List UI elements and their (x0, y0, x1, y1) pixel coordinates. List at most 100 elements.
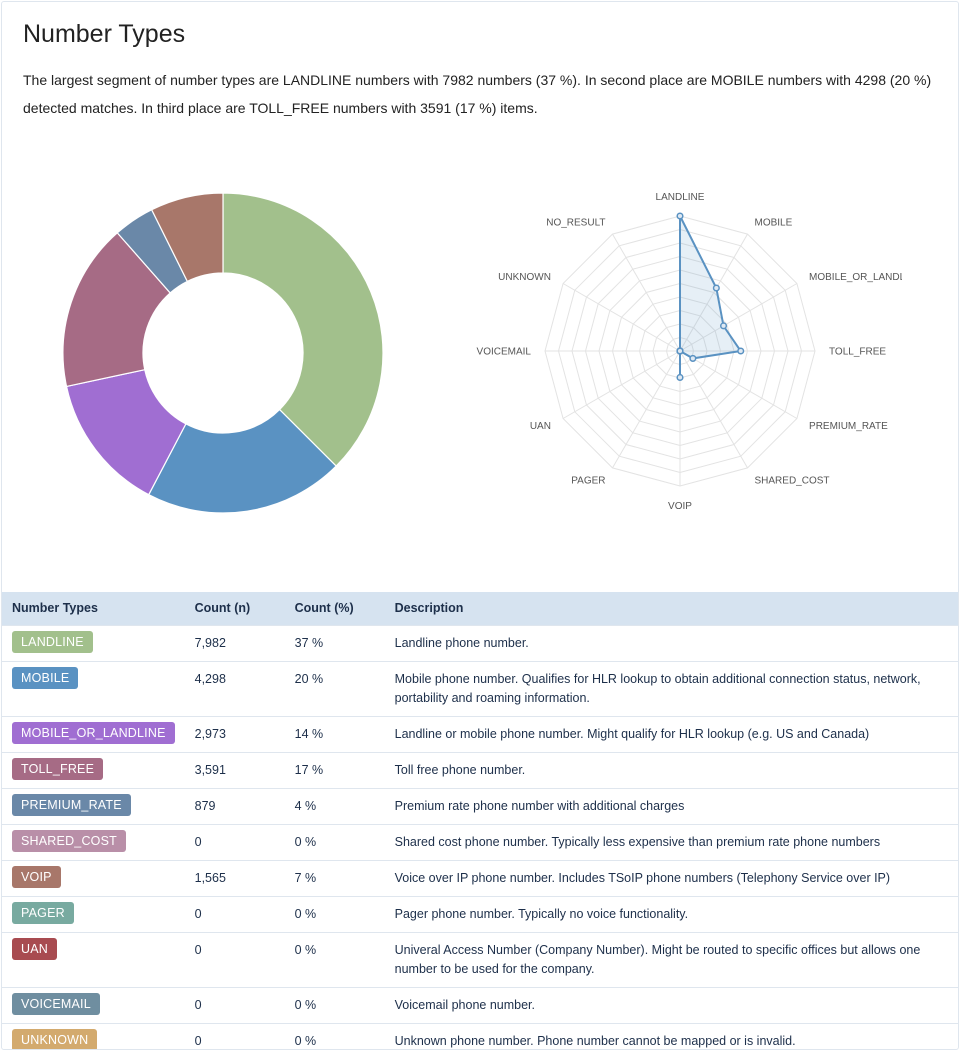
cell-count: 0 (184, 1022, 285, 1049)
cell-description: Mobile phone number. Qualifies for HLR l… (384, 660, 958, 716)
type-badge: MOBILE (12, 666, 79, 689)
table-row: TOLL_FREE 3,591 17 % Toll free phone number… (2, 751, 958, 788)
cell-type: VOIP (2, 859, 185, 896)
cell-percent: 0 % (284, 931, 385, 987)
radar-axis-label: PAGER (571, 476, 605, 487)
col-header-count[interactable]: Count (n) (194, 601, 251, 616)
cell-type: UAN (2, 931, 185, 987)
cell-count: 3,591 (184, 751, 285, 788)
cell-percent: 7 % (284, 859, 385, 896)
type-badge: LANDLINE (12, 630, 93, 653)
cell-count: 7,982 (184, 624, 285, 661)
donut-chart (62, 192, 384, 514)
radar-axis-label: LANDLINE (656, 192, 705, 203)
cell-percent: 14 % (284, 715, 385, 752)
cell-description: Voice over IP phone number. Includes TSo… (384, 859, 958, 896)
donut-slice-mobile[interactable] (147, 408, 338, 514)
col-header-percent[interactable]: Count (%) (294, 601, 354, 616)
cell-type: PAGER (2, 895, 185, 932)
cell-percent: 4 % (284, 787, 385, 824)
summary-text: The largest segment of number types are … (23, 72, 932, 116)
radar-series-area (679, 215, 743, 378)
table-header-row: Number Types Count (n) Count (%) Descrip… (2, 592, 958, 625)
radar-axis-line (679, 350, 798, 419)
table-body: LANDLINE 7,982 37 % Landline phone number. M… (2, 624, 958, 1049)
table-row: LANDLINE 7,982 37 % Landline phone number. (2, 624, 958, 661)
page-title: Number Types (23, 20, 186, 48)
type-badge: PREMIUM_RATE (12, 793, 131, 816)
table-row: MOBILE 4,298 20 % Mobile phone number. Qual… (2, 660, 958, 716)
type-badge: VOICEMAIL (12, 992, 100, 1015)
cell-count: 0 (184, 931, 285, 987)
cell-type: PREMIUM_RATE (2, 787, 185, 824)
cell-percent: 20 % (284, 660, 385, 716)
cell-description: Univeral Access Number (Company Number).… (384, 931, 958, 987)
cell-type: TOLL_FREE (2, 751, 185, 788)
cell-count: 2,973 (184, 715, 285, 752)
cell-percent: 37 % (284, 624, 385, 661)
radar-axis-line (612, 233, 681, 352)
radar-point-voip[interactable] (676, 373, 684, 382)
cell-description: Premium rate phone number with additiona… (384, 787, 958, 824)
radar-axis-label: SHARED_COST (755, 476, 830, 487)
type-badge: UAN (12, 937, 57, 960)
radar-point-premium-rate[interactable] (689, 354, 697, 362)
cell-count: 0 (184, 823, 285, 860)
charts-area: LANDLINE MOBILE MOBILE_OR_LANDLINE TOLL_FRE… (2, 142, 958, 582)
donut-slice-voip[interactable] (150, 192, 224, 283)
cell-count: 879 (184, 787, 285, 824)
radar-axis-line (679, 283, 798, 352)
radar-axis-line (679, 233, 748, 352)
cell-type: SHARED_COST (2, 823, 185, 860)
col-header-type[interactable]: Number Types (12, 601, 98, 616)
table-row: VOIP 1,565 7 % Voice over IP phone number. … (2, 859, 958, 896)
cell-count: 1,565 (184, 859, 285, 896)
radar-axis-label: TOLL_FREE (829, 347, 886, 358)
cell-description: Unknown phone number. Phone number canno… (384, 1022, 958, 1049)
type-badge: PAGER (12, 901, 74, 924)
col-header-description[interactable]: Description (394, 601, 464, 616)
cell-type: MOBILE (2, 660, 185, 716)
cell-percent: 0 % (284, 823, 385, 860)
cell-description: Shared cost phone number. Typically less… (384, 823, 958, 860)
radar-axis-label: PREMIUM_RATE (809, 421, 888, 432)
cell-type: MOBILE_OR_LANDLINE (2, 715, 185, 752)
cell-description: Landline phone number. (384, 624, 958, 661)
radar-point-landline[interactable] (676, 212, 684, 220)
donut-slice-landline[interactable] (222, 192, 384, 467)
radar-point-mobile-or-landline[interactable] (719, 322, 728, 330)
radar-axis-line (562, 350, 681, 419)
radar-axis-line (562, 283, 681, 352)
radar-point-toll-free[interactable] (737, 347, 745, 355)
type-badge: UNKNOWN (12, 1028, 98, 1049)
table-row: UAN 0 0 % Univeral Access Number (Company N… (2, 931, 958, 987)
radar-grid (544, 215, 816, 487)
type-badge: VOIP (12, 865, 61, 888)
radar-point-no-result[interactable] (676, 347, 684, 355)
radar-point-mobile[interactable] (712, 284, 720, 292)
donut-slice-toll-free[interactable] (62, 232, 172, 388)
cell-count: 4,298 (184, 660, 285, 716)
cell-type: UNKNOWN (2, 1022, 185, 1049)
radar-axis-label: NO_RESULT (546, 217, 605, 228)
cell-percent: 0 % (284, 986, 385, 1023)
cell-description: Pager phone number. Typically no voice f… (384, 895, 958, 932)
table-row: MOBILE_OR_LANDLINE 2,973 14 % Landline or m… (2, 715, 958, 752)
radar-axis-label: UNKNOWN (498, 272, 551, 283)
cell-description: Voicemail phone number. (384, 986, 958, 1023)
radar-axis-line (679, 350, 748, 469)
number-types-table: Number Types Count (n) Count (%) Descrip… (2, 592, 958, 1049)
cell-type: VOICEMAIL (2, 986, 185, 1023)
type-badge: TOLL_FREE (12, 757, 104, 780)
cell-count: 0 (184, 986, 285, 1023)
table-row: PAGER 0 0 % Pager phone number. Typically n… (2, 895, 958, 932)
radar-axis-label: MOBILE_OR_LANDLINE (809, 272, 902, 283)
radar-axis-label: MOBILE (755, 217, 793, 228)
cell-description: Toll free phone number. (384, 751, 958, 788)
table-row: SHARED_COST 0 0 % Shared cost phone number.… (2, 823, 958, 860)
type-badge: MOBILE_OR_LANDLINE (12, 721, 175, 744)
radar-axis-label: VOIP (668, 501, 692, 512)
cell-type: LANDLINE (2, 624, 185, 661)
type-badge: SHARED_COST (12, 829, 126, 852)
